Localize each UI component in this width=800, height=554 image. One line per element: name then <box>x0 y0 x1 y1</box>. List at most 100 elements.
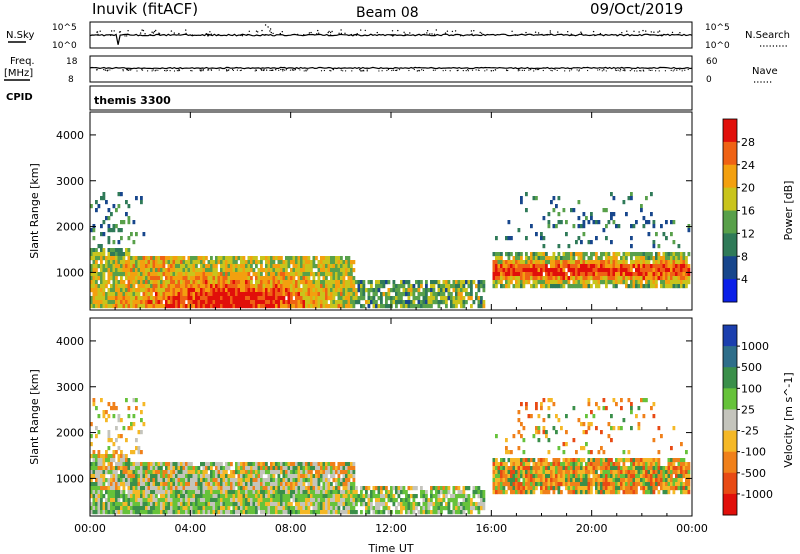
heatmap-cell <box>112 276 116 281</box>
nave-point <box>122 68 124 71</box>
heatmap-cell <box>447 280 451 285</box>
heatmap-cell <box>150 292 153 297</box>
heatmap-cell <box>112 442 116 447</box>
heatmap-cell <box>317 462 321 467</box>
heatmap-cell <box>635 284 638 289</box>
heatmap-cell <box>220 268 223 273</box>
nave-point <box>619 70 621 72</box>
heatmap-cell <box>110 438 113 443</box>
heatmap-cell <box>100 244 103 249</box>
heatmap-cell <box>235 470 238 475</box>
heatmap-cell <box>255 296 258 301</box>
heatmap-cell <box>130 288 133 293</box>
heatmap-cell <box>277 482 281 487</box>
heatmap-cell <box>325 506 328 511</box>
heatmap-cell <box>535 268 538 273</box>
heatmap-cell <box>115 276 118 281</box>
heatmap-cell <box>227 256 231 261</box>
heatmap-cell <box>117 506 121 511</box>
heatmap-cell <box>335 292 338 297</box>
heatmap-cell <box>532 256 536 261</box>
heatmap-cell <box>467 498 471 503</box>
heatmap-cell <box>212 260 216 265</box>
heatmap-cell <box>367 304 371 309</box>
heatmap-cell <box>182 304 186 309</box>
heatmap-cell <box>120 502 123 507</box>
heatmap-cell <box>127 458 131 463</box>
heatmap-cell <box>270 482 273 487</box>
heatmap-cell <box>570 478 573 483</box>
nsearch-point <box>621 32 623 34</box>
heatmap-cell <box>287 304 291 309</box>
heatmap-cell <box>107 252 111 257</box>
heatmap-cell <box>132 502 136 507</box>
heatmap-cell <box>677 272 681 277</box>
heatmap-cell <box>605 276 608 281</box>
heatmap-cell <box>657 272 661 277</box>
nsearch-point <box>391 30 394 32</box>
heatmap-cell <box>275 304 278 309</box>
heatmap-cell <box>107 490 111 495</box>
heatmap-cell <box>95 296 98 301</box>
nave-point <box>202 69 204 72</box>
heatmap-cell <box>202 280 206 285</box>
heatmap-cell <box>467 494 471 499</box>
heatmap-cell <box>177 256 181 261</box>
heatmap-cell <box>507 272 511 277</box>
heatmap-cell <box>667 276 671 281</box>
heatmap-cell <box>165 300 168 305</box>
heatmap-cell <box>235 288 238 293</box>
nave-point <box>128 69 130 71</box>
heatmap-cell <box>677 268 681 273</box>
heatmap-cell <box>125 284 128 289</box>
heatmap-cell <box>670 276 673 281</box>
heatmap-cell <box>115 292 118 297</box>
heatmap-cell <box>157 510 161 515</box>
heatmap-cell <box>627 276 631 281</box>
heatmap-cell <box>320 256 323 261</box>
heatmap-cell <box>445 486 448 491</box>
heatmap-cell <box>102 284 106 289</box>
heatmap-cell <box>117 240 121 245</box>
heatmap-cell <box>657 276 661 281</box>
heatmap-cell <box>450 300 453 305</box>
nave-point <box>292 69 294 71</box>
heatmap-cell <box>95 200 98 205</box>
heatmap-cell <box>307 498 311 503</box>
heatmap-cell <box>317 260 321 265</box>
heatmap-cell <box>287 470 291 475</box>
heatmap-cell <box>227 462 231 467</box>
heatmap-cell <box>225 256 228 261</box>
heatmap-cell <box>460 304 463 309</box>
heatmap-cell <box>297 256 301 261</box>
heatmap-cell <box>360 510 363 515</box>
heatmap-cell <box>177 296 181 301</box>
heatmap-cell <box>107 494 111 499</box>
heatmap-cell <box>527 268 531 273</box>
heatmap-cell <box>207 292 211 297</box>
heatmap-cell <box>432 296 436 301</box>
heatmap-cell <box>355 490 358 495</box>
heatmap-cell <box>207 284 211 289</box>
heatmap-cell <box>182 474 186 479</box>
nave-point <box>126 69 128 71</box>
heatmap-cell <box>505 446 508 451</box>
heatmap-cell <box>520 470 523 475</box>
heatmap-cell <box>277 256 281 261</box>
heatmap-cell <box>115 280 118 285</box>
heatmap-cell <box>522 450 526 455</box>
heatmap-cell <box>155 260 158 265</box>
heatmap-cell <box>612 260 616 265</box>
heatmap-cell <box>420 300 423 305</box>
heatmap-cell <box>627 196 631 201</box>
heatmap-cell <box>652 284 656 289</box>
heatmap-cell <box>427 304 431 309</box>
heatmap-cell <box>572 284 576 289</box>
heatmap-cell <box>512 276 516 281</box>
heatmap-cell <box>242 494 246 499</box>
heatmap-cell <box>230 498 233 503</box>
heatmap-cell <box>270 292 273 297</box>
heatmap-cell <box>505 268 508 273</box>
heatmap-cell <box>637 272 641 277</box>
heatmap-cell <box>100 300 103 305</box>
